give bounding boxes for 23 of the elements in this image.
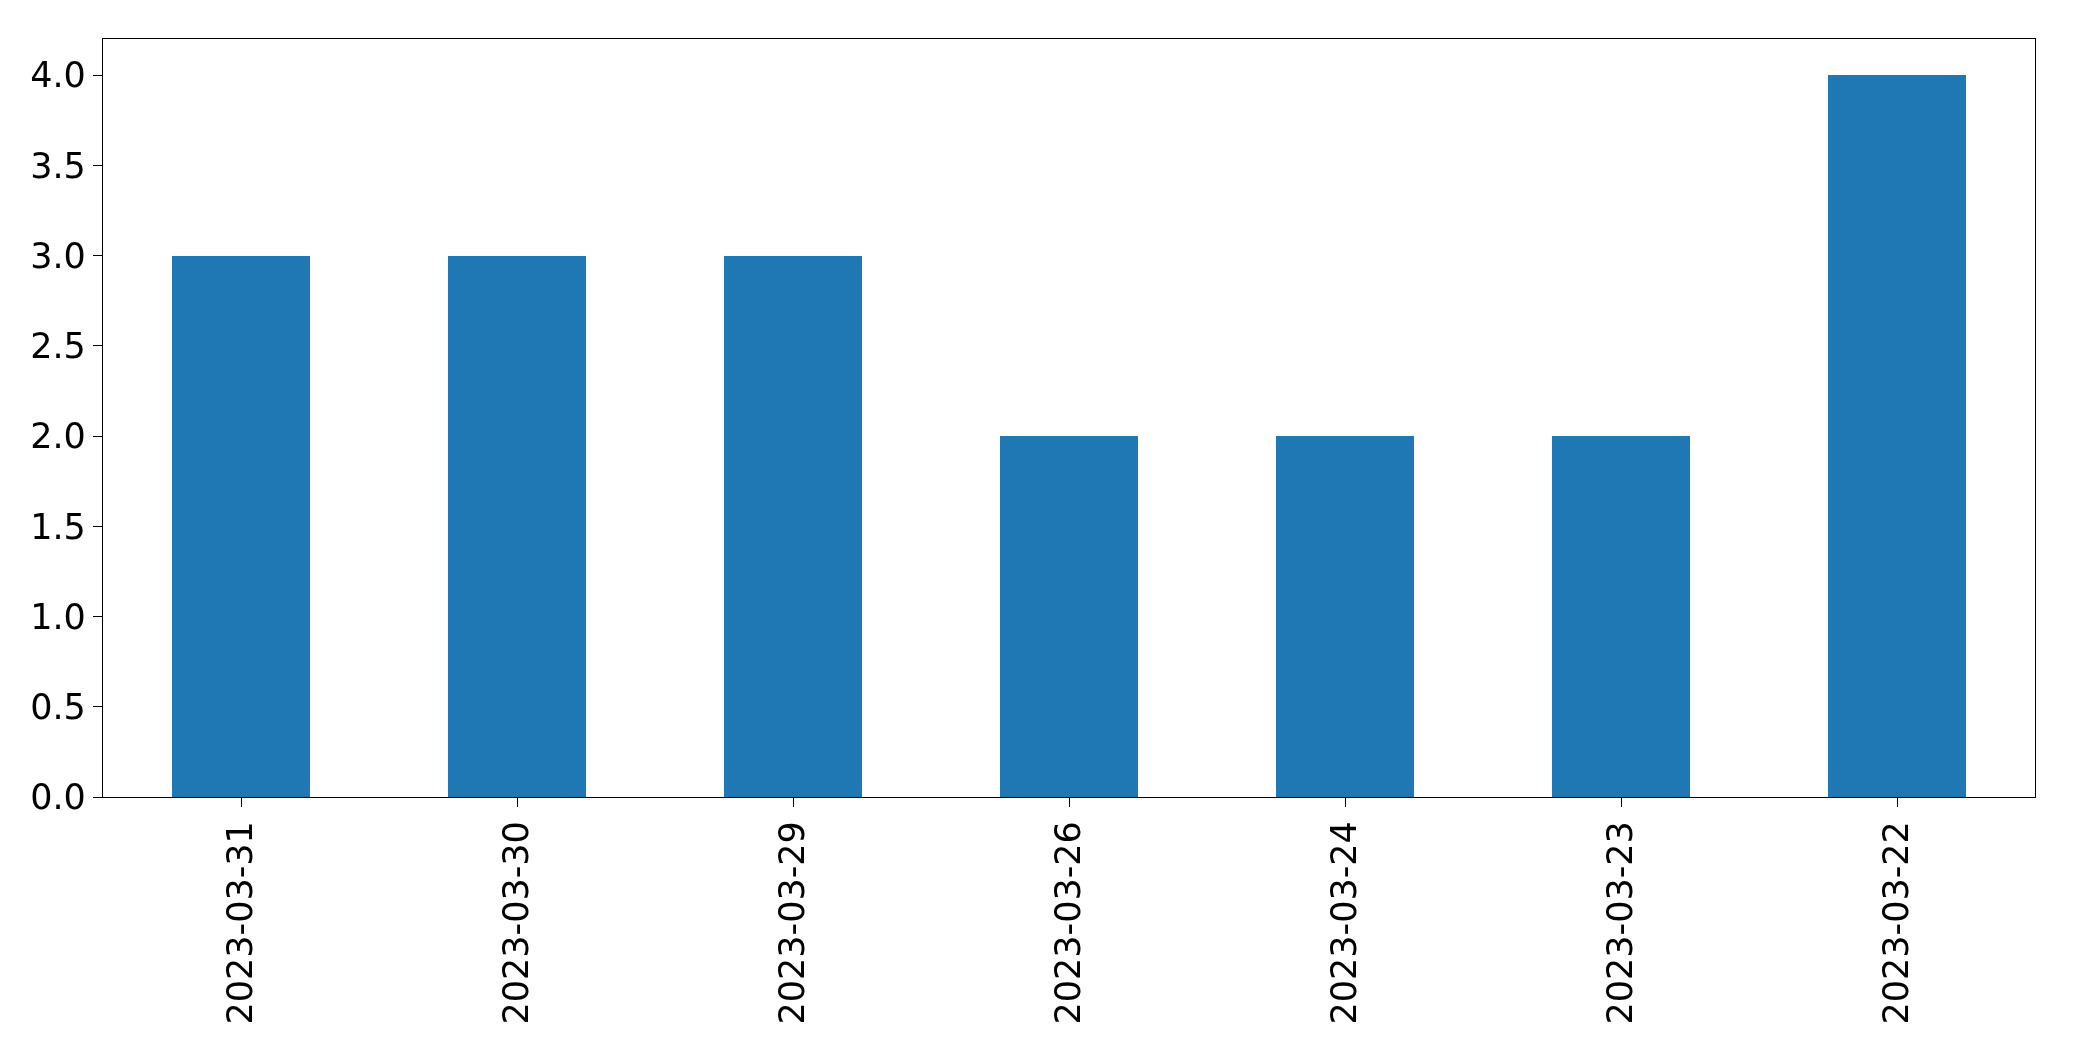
y-tick-label: 4.0 xyxy=(30,55,86,96)
y-tick-label: 1.0 xyxy=(30,596,86,637)
x-tick-label: 2023-03-23 xyxy=(1600,821,1641,1025)
x-tick-label: 2023-03-22 xyxy=(1876,821,1917,1025)
x-tick-label: 2023-03-29 xyxy=(772,821,813,1025)
y-tick-label: 2.5 xyxy=(30,326,86,367)
bar xyxy=(724,256,862,797)
bar xyxy=(1000,436,1138,797)
y-tick-label: 0.5 xyxy=(30,687,86,728)
y-tick-label: 0.0 xyxy=(30,777,86,818)
y-tick-label: 1.5 xyxy=(30,506,86,547)
y-tick-label: 2.0 xyxy=(30,416,86,457)
x-tick-label: 2023-03-26 xyxy=(1048,821,1089,1025)
bar xyxy=(1276,436,1414,797)
bar xyxy=(448,256,586,797)
bar xyxy=(1552,436,1690,797)
x-tick-label: 2023-03-24 xyxy=(1324,821,1365,1025)
y-tick-label: 3.0 xyxy=(30,235,86,276)
bar xyxy=(172,256,310,797)
x-tick-label: 2023-03-31 xyxy=(220,821,261,1025)
bar xyxy=(1828,75,1966,797)
x-tick-label: 2023-03-30 xyxy=(496,821,537,1025)
y-tick-label: 3.5 xyxy=(30,145,86,186)
